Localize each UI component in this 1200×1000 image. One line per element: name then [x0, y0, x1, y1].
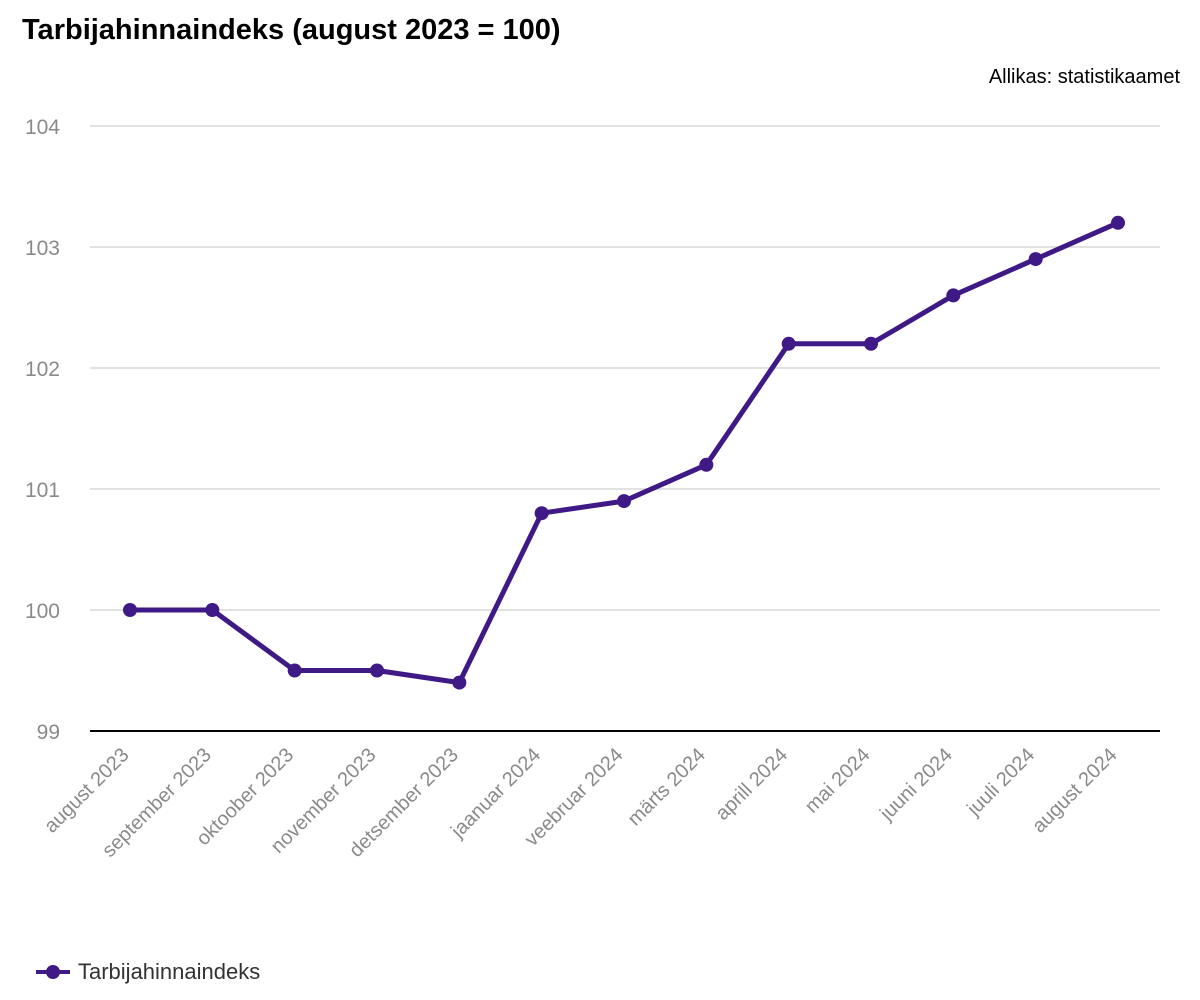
y-tick-label: 99 — [37, 721, 60, 744]
y-tick-label: 103 — [25, 237, 60, 260]
x-tick-label: august 2024 — [1028, 744, 1121, 837]
legend-label: Tarbijahinnaindeks — [78, 959, 261, 984]
y-tick-label: 101 — [25, 479, 60, 502]
data-point — [370, 663, 384, 678]
legend-marker-icon — [36, 962, 70, 982]
data-point — [205, 603, 220, 617]
x-tick-label: juuni 2024 — [875, 744, 957, 826]
data-point — [1111, 215, 1125, 230]
data-point — [123, 603, 137, 617]
series-line — [127, 220, 1121, 686]
chart-title: Tarbijahinnaindeks (august 2023 = 100) — [22, 14, 561, 46]
legend[interactable]: Tarbijahinnaindeks — [36, 957, 260, 987]
data-point — [699, 457, 714, 472]
data-point — [617, 494, 631, 509]
data-point — [946, 288, 961, 303]
source-note: Allikas: statistikaamet — [988, 66, 1180, 88]
data-point — [1028, 252, 1043, 267]
data-point — [452, 675, 467, 690]
data-point — [287, 663, 302, 678]
data-point — [781, 336, 796, 351]
x-tick-label: mai 2024 — [801, 744, 875, 818]
y-tick-label: 102 — [25, 358, 60, 381]
x-tick-label: juuli 2024 — [962, 744, 1039, 821]
data-point — [864, 336, 878, 351]
y-tick-label: 100 — [25, 600, 60, 623]
data-point — [534, 506, 549, 521]
x-tick-label: märts 2024 — [624, 744, 710, 830]
y-tick-label: 104 — [25, 116, 60, 139]
x-tick-label: aprill 2024 — [711, 744, 792, 825]
